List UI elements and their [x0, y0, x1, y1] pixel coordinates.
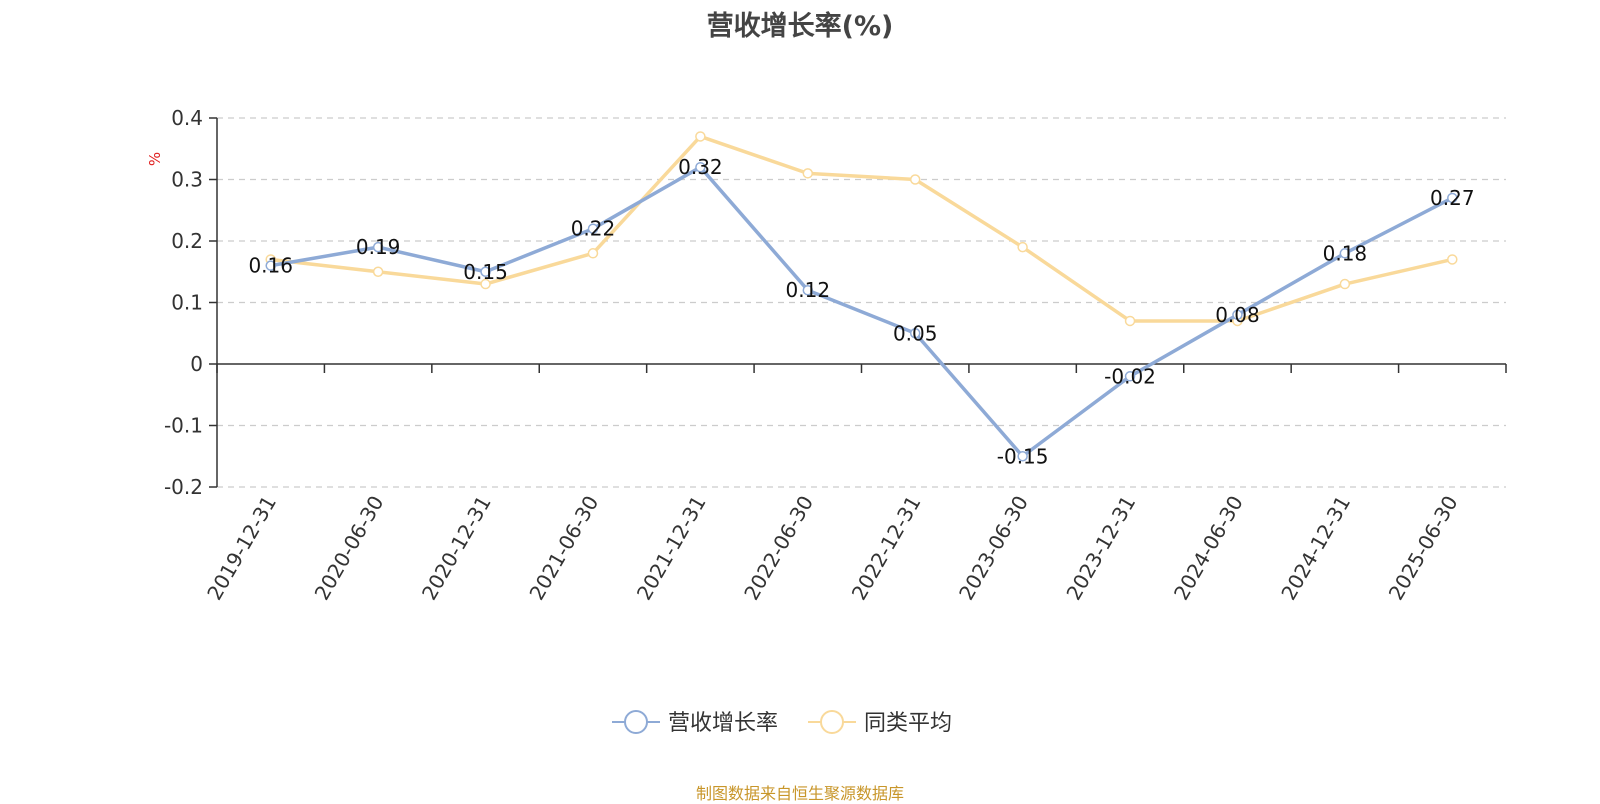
- legend-label-1: 营收增长率: [668, 711, 778, 736]
- x-tick-label: 2022-12-31: [847, 491, 926, 604]
- x-tick-label: 2023-06-30: [954, 492, 1033, 605]
- x-tick-label: 2024-12-31: [1276, 492, 1355, 605]
- legend-label-2: 同类平均: [864, 711, 952, 736]
- data-labels: 0.16 0.19 0.15 0.22 0.32 0.12 0.05 -0.15 -0.02 0.…: [248, 155, 1474, 468]
- x-tick-label: 2020-06-30: [310, 492, 389, 605]
- data-label: 0.08: [1215, 303, 1260, 327]
- data-point-series-2: [372, 266, 384, 277]
- data-point-series-1: [587, 223, 599, 234]
- y-axis-unit-label: %: [146, 152, 164, 166]
- data-point-series-1: [909, 328, 921, 339]
- axes: -0.2 -0.1 0 0.1 0.2 0.3 0.4 2019-12-31 2020-06-3…: [146, 106, 1507, 605]
- series-lines: [265, 131, 1458, 462]
- data-point-series-1: [802, 284, 814, 296]
- data-point-series-1: [372, 241, 384, 253]
- y-tick-label: 0: [190, 352, 203, 376]
- y-tick-label: 0.2: [171, 229, 203, 253]
- data-label: 0.15: [463, 260, 508, 284]
- data-label: 0.18: [1323, 241, 1368, 265]
- data-label: 0.05: [893, 321, 938, 345]
- data-point-series-1: [695, 161, 706, 173]
- data-point-series-2: [1124, 315, 1136, 327]
- data-point-series-2: [1017, 241, 1028, 253]
- x-tick-label: 2021-12-31: [632, 492, 711, 605]
- y-tick-label: 0.3: [171, 168, 203, 192]
- series-line-1: [270, 165, 1454, 458]
- data-point-series-1: [1232, 309, 1243, 321]
- x-tick-label: 2021-06-30: [524, 492, 603, 605]
- x-tick-label: 2024-06-30: [1169, 492, 1248, 605]
- legend-marker-1: [624, 710, 648, 734]
- data-point-series-2: [587, 248, 599, 259]
- data-point-series-1: [1124, 371, 1136, 382]
- data-point-series-2: [695, 131, 706, 142]
- data-point-series-1: [480, 266, 491, 277]
- data-point-series-1: [1339, 248, 1351, 259]
- data-point-series-1: [1447, 192, 1458, 204]
- data-label: -0.15: [997, 444, 1049, 468]
- data-point-series-1: [265, 260, 276, 271]
- data-point-series-2: [1447, 254, 1458, 265]
- series-line-2: [270, 134, 1453, 323]
- y-tick-label: -0.1: [164, 414, 203, 438]
- data-point-series-2: [802, 168, 814, 179]
- x-tick-label: 2022-06-30: [739, 492, 818, 605]
- data-label: -0.02: [1104, 364, 1156, 388]
- legend: 营收增长率 同类平均: [612, 710, 952, 736]
- legend-marker-2: [820, 710, 844, 734]
- y-tick-label: 0.1: [171, 291, 203, 315]
- source-note: 制图数据来自恒生聚源数据库: [695, 784, 904, 803]
- data-point-series-2: [909, 174, 921, 185]
- x-tick-label: 2019-12-31: [202, 492, 281, 605]
- x-tick-label: 2023-12-31: [1061, 492, 1140, 605]
- x-tick-label: 2025-06-30: [1384, 492, 1463, 605]
- x-tick-label: 2020-12-31: [417, 491, 496, 604]
- y-tick-label: -0.2: [164, 475, 203, 499]
- data-label: 0.12: [786, 278, 831, 302]
- data-label: 0.27: [1430, 186, 1475, 210]
- data-label: 0.22: [571, 217, 616, 241]
- chart-title: 营收增长率(%): [706, 11, 894, 42]
- y-tick-label: 0.4: [171, 106, 203, 130]
- data-point-series-2: [480, 278, 491, 290]
- grid-lines: [217, 117, 1506, 488]
- data-point-series-1: [1017, 451, 1028, 462]
- data-label: 0.19: [356, 235, 401, 259]
- data-label: 0.16: [248, 254, 293, 278]
- data-label: 0.32: [678, 155, 723, 179]
- data-point-series-2: [1339, 278, 1351, 290]
